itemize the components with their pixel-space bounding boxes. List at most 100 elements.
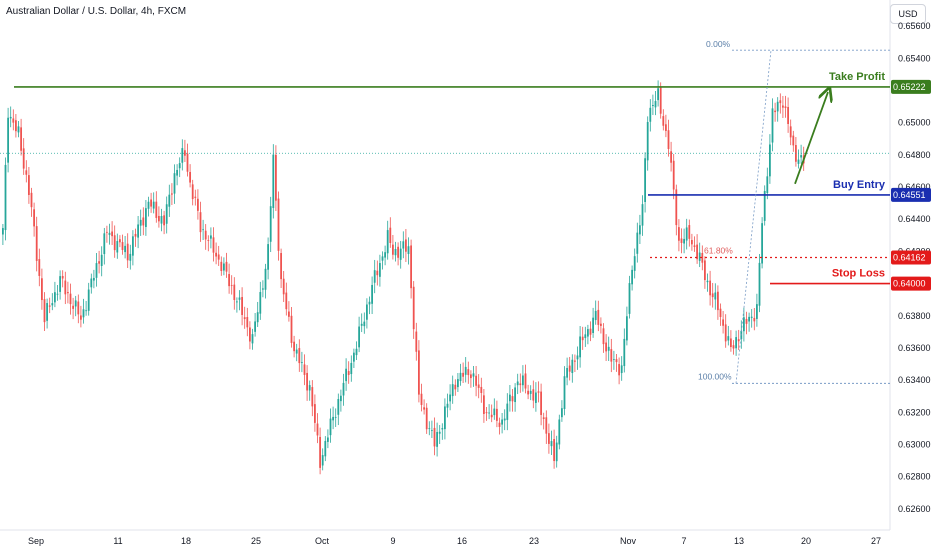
- y-tick-label: 0.65600: [898, 21, 931, 31]
- candle-body: [420, 393, 423, 405]
- candle-body: [223, 263, 225, 271]
- candle-body: [451, 384, 454, 397]
- candle-body: [753, 317, 756, 322]
- candle-body: [667, 130, 670, 149]
- candle-body: [589, 328, 592, 335]
- candle-body: [748, 316, 750, 322]
- candle-body: [457, 379, 459, 388]
- y-tick-label: 0.65400: [898, 53, 931, 63]
- candle-body: [459, 372, 462, 382]
- candle-body: [113, 235, 116, 251]
- candle-body: [319, 436, 321, 468]
- candle-body: [308, 385, 311, 391]
- candle-body: [267, 244, 269, 270]
- candle-body: [165, 204, 168, 224]
- candle-body: [100, 254, 103, 267]
- buy-entry-price-badge: [891, 187, 931, 202]
- candle-body: [566, 367, 568, 378]
- candle-body: [324, 440, 327, 457]
- candle-body: [119, 239, 121, 243]
- candle-body: [285, 292, 288, 310]
- candle-body: [527, 390, 529, 395]
- candle-body: [116, 241, 119, 253]
- candle-body: [659, 86, 662, 114]
- candle-body: [410, 245, 412, 289]
- candle-body: [327, 437, 329, 442]
- candle-body: [25, 170, 28, 175]
- candle-body: [386, 230, 389, 254]
- candle-body: [337, 399, 340, 415]
- x-tick-label: 16: [457, 536, 467, 546]
- candle-body: [782, 105, 784, 108]
- candle-body: [730, 338, 732, 348]
- candle-body: [691, 239, 693, 245]
- candle-body: [46, 303, 48, 321]
- candle-body: [631, 269, 633, 285]
- candle-body: [345, 368, 347, 382]
- x-tick-label: Sep: [28, 536, 44, 546]
- take-profit-price-badge: [891, 79, 931, 94]
- candle-body: [69, 293, 72, 305]
- candle-body: [654, 101, 657, 108]
- candle-body: [633, 256, 636, 271]
- candle-body: [610, 349, 613, 362]
- candle-body: [56, 293, 59, 295]
- candle-body: [685, 227, 688, 241]
- candle-body: [597, 309, 600, 325]
- candle-body: [477, 384, 480, 388]
- candle-body: [462, 372, 464, 377]
- candle-body: [74, 300, 77, 307]
- candle-body: [464, 366, 467, 375]
- candle-body: [158, 215, 160, 222]
- candle-body: [152, 201, 155, 209]
- candle-body: [243, 317, 246, 320]
- candle-body: [696, 244, 698, 260]
- candle-body: [269, 206, 272, 242]
- candle-body: [272, 154, 275, 209]
- candle-body: [316, 423, 319, 436]
- x-tick-label: Nov: [620, 536, 637, 546]
- candle-body: [290, 315, 293, 343]
- fib-618-price: 0.64162: [893, 253, 926, 263]
- candle-body: [735, 337, 737, 349]
- candle-body: [181, 148, 184, 163]
- candle-body: [358, 326, 360, 348]
- candle-body: [189, 171, 191, 183]
- candle-body: [129, 253, 132, 261]
- candle-body: [693, 245, 696, 247]
- candle-body: [454, 384, 457, 390]
- fib-100-label: 100.00%: [698, 371, 732, 381]
- candle-body: [407, 246, 410, 255]
- candle-body: [103, 233, 106, 255]
- candle-body: [602, 328, 605, 345]
- candle-body: [186, 153, 189, 172]
- candle-body: [389, 227, 392, 243]
- stop-loss-price-badge: [891, 276, 931, 291]
- candle-body: [428, 428, 431, 430]
- candle-body: [672, 160, 675, 190]
- candle-body: [441, 428, 444, 430]
- candles-group: [2, 80, 805, 475]
- candle-body: [80, 315, 82, 320]
- candle-body: [433, 427, 436, 447]
- candle-body: [368, 301, 371, 305]
- candle-body: [342, 382, 345, 396]
- candle-body: [706, 280, 709, 283]
- buy-entry-label: Buy Entry: [833, 179, 886, 191]
- candle-body: [675, 189, 678, 226]
- candle-body: [168, 194, 171, 207]
- candle-body: [535, 392, 537, 403]
- candle-body: [698, 252, 701, 261]
- candle-body: [472, 373, 475, 377]
- candle-body: [246, 317, 249, 328]
- candle-body: [295, 349, 298, 354]
- candle-body: [436, 432, 438, 447]
- candle-body: [600, 323, 602, 326]
- candle-body: [488, 412, 490, 414]
- fib-618-price-badge: [891, 250, 931, 265]
- candle-body: [680, 238, 683, 243]
- candle-body: [490, 414, 493, 418]
- candle-body: [607, 346, 610, 351]
- candle-body: [288, 311, 290, 317]
